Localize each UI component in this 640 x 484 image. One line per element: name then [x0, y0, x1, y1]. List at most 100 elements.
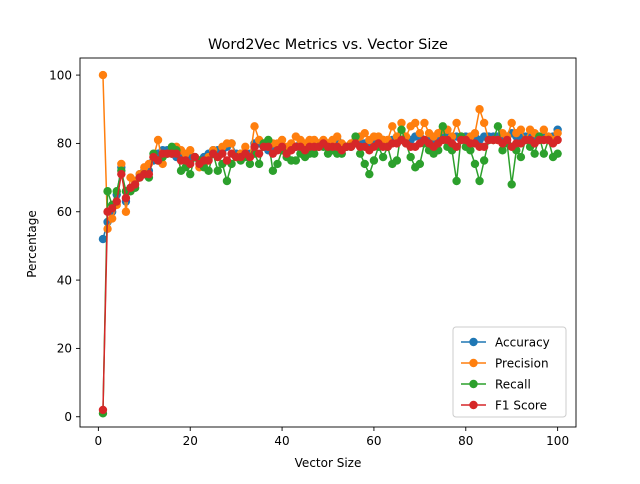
data-point-recall: [479, 156, 489, 165]
y-tick-label: 80: [57, 137, 72, 151]
x-tick-label: 40: [274, 434, 289, 448]
data-point-precision: [553, 128, 562, 138]
data-point-recall: [213, 166, 222, 175]
data-point-recall: [406, 152, 415, 162]
legend: Accuracy Precision Recall F1 Score: [452, 326, 567, 418]
data-point-f1-score: [264, 142, 273, 152]
data-point-precision: [107, 214, 117, 223]
legend-item-f1-score: F1 Score: [461, 398, 547, 412]
legend-frame: [452, 326, 567, 418]
data-point-recall: [438, 122, 448, 131]
data-point-precision: [121, 207, 131, 216]
data-point-recall: [291, 156, 301, 165]
data-point-f1-score: [222, 156, 232, 165]
data-point-recall: [397, 125, 406, 134]
data-point-f1-score: [172, 149, 181, 158]
legend-swatch-marker: [469, 358, 478, 368]
data-point-recall: [186, 169, 195, 179]
data-point-recall: [452, 176, 461, 186]
y-tick-label: 20: [57, 342, 72, 356]
data-point-recall: [392, 156, 402, 165]
legend-label: Recall: [495, 377, 531, 391]
legend-item-precision: Precision: [461, 356, 549, 370]
series-recall: [98, 122, 562, 418]
data-point-precision: [475, 105, 484, 114]
data-point-precision: [277, 135, 287, 145]
axes-layer: 0 20 40 60 80 100 0 20 40 60 80 100: [49, 57, 577, 448]
legend-swatch-marker: [469, 337, 478, 347]
x-tick-label: 100: [546, 434, 569, 448]
data-point-f1-score: [144, 169, 154, 179]
data-point-f1-score: [479, 142, 489, 152]
legend-label: Accuracy: [495, 335, 550, 349]
data-point-recall: [264, 135, 273, 145]
data-point-recall: [310, 149, 319, 158]
data-point-f1-score: [153, 156, 163, 165]
legend-swatch-marker: [469, 379, 478, 389]
data-point-precision: [117, 159, 126, 169]
data-point-accuracy: [98, 234, 108, 244]
data-point-precision: [332, 132, 342, 141]
data-point-precision: [479, 118, 489, 128]
y-tick-label: 40: [57, 273, 72, 287]
data-point-recall: [498, 146, 507, 155]
plot-frame: [79, 57, 577, 428]
data-point-precision: [241, 142, 250, 152]
data-point-f1-score: [245, 152, 255, 162]
data-point-precision: [452, 118, 461, 128]
data-point-recall: [475, 176, 484, 186]
data-point-recall: [470, 159, 480, 169]
data-point-f1-score: [121, 193, 131, 203]
x-axis-label: Vector Size: [295, 456, 362, 470]
x-tick-label: 20: [183, 434, 198, 448]
data-point-recall: [369, 156, 379, 165]
data-point-recall: [466, 146, 475, 155]
data-point-precision: [420, 118, 429, 128]
data-point-recall: [507, 180, 516, 189]
data-point-recall: [222, 176, 232, 186]
data-point-precision: [397, 118, 406, 128]
data-point-precision: [360, 128, 369, 138]
data-point-f1-score: [452, 142, 461, 152]
data-point-recall: [355, 149, 365, 158]
data-point-precision: [227, 139, 236, 148]
data-point-precision: [470, 128, 480, 138]
data-point-precision: [98, 70, 108, 80]
data-point-precision: [539, 125, 549, 134]
data-point-recall: [204, 166, 213, 175]
data-point-recall: [378, 152, 388, 162]
data-point-recall: [245, 159, 255, 169]
y-tick-label: 0: [64, 410, 72, 424]
data-point-f1-score: [130, 180, 140, 189]
data-point-f1-score: [107, 204, 117, 213]
data-point-precision: [507, 118, 516, 128]
legend-item-accuracy: Accuracy: [461, 335, 550, 349]
data-point-precision: [250, 122, 259, 131]
data-point-precision: [388, 122, 397, 131]
legend-item-recall: Recall: [461, 377, 531, 391]
legend-label: Precision: [495, 356, 549, 370]
data-point-precision: [153, 135, 163, 145]
data-point-recall: [530, 149, 539, 158]
data-point-f1-score: [254, 149, 264, 158]
data-point-f1-score: [250, 142, 259, 152]
data-point-f1-score: [553, 135, 562, 145]
data-point-precision: [411, 118, 420, 128]
data-point-precision: [516, 125, 526, 134]
x-tick-label: 0: [95, 434, 103, 448]
data-point-recall: [273, 159, 282, 169]
chart-title: Word2Vec Metrics vs. Vector Size: [208, 37, 448, 53]
data-point-f1-score: [502, 135, 512, 145]
x-tick-label: 60: [366, 434, 381, 448]
series-f1-score: [98, 135, 562, 415]
y-axis-label: Percentage: [25, 210, 39, 278]
data-point-f1-score: [204, 156, 213, 165]
data-point-f1-score: [218, 149, 227, 158]
data-point-recall: [268, 166, 278, 175]
legend-label: F1 Score: [495, 398, 547, 412]
data-point-f1-score: [277, 142, 287, 152]
data-point-f1-score: [98, 405, 108, 415]
data-point-f1-score: [186, 159, 195, 169]
data-point-recall: [516, 152, 526, 162]
